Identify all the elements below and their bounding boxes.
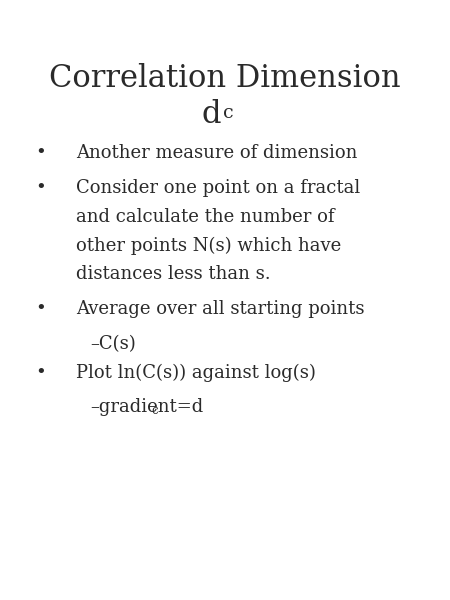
Text: c: c: [152, 404, 158, 418]
Text: d: d: [202, 99, 221, 130]
Text: Another measure of dimension: Another measure of dimension: [76, 144, 358, 162]
Text: •: •: [35, 179, 46, 197]
Text: •: •: [35, 300, 46, 318]
Text: c: c: [223, 104, 234, 122]
Text: –gradient=d: –gradient=d: [90, 398, 203, 416]
Text: Correlation Dimension: Correlation Dimension: [49, 63, 401, 94]
Text: other points N(s) which have: other points N(s) which have: [76, 236, 342, 254]
Text: Plot ln(C(s)) against log(s): Plot ln(C(s)) against log(s): [76, 364, 316, 382]
Text: Average over all starting points: Average over all starting points: [76, 300, 365, 318]
Text: Consider one point on a fractal: Consider one point on a fractal: [76, 179, 361, 197]
Text: •: •: [35, 144, 46, 162]
Text: distances less than s.: distances less than s.: [76, 265, 271, 283]
Text: and calculate the number of: and calculate the number of: [76, 208, 335, 226]
Text: •: •: [35, 364, 46, 382]
Text: –C(s): –C(s): [90, 335, 136, 353]
